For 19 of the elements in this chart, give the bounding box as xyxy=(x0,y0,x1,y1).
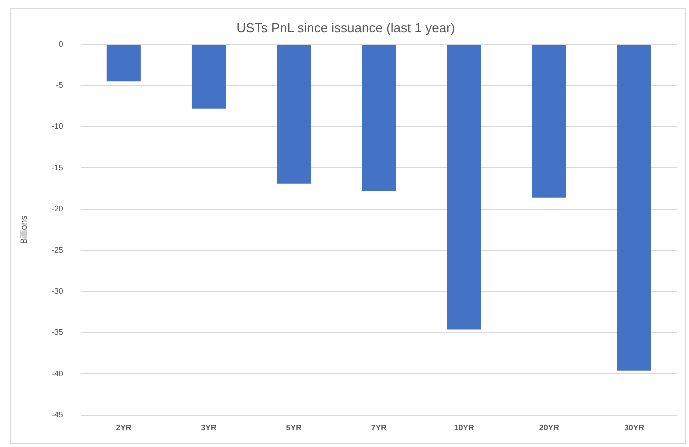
x-tick-label: 2YR xyxy=(116,423,132,432)
y-tick-label: -35 xyxy=(52,328,64,338)
y-tick-label: -10 xyxy=(52,122,64,132)
y-tick-label: -45 xyxy=(52,410,64,420)
y-tick-label: -40 xyxy=(52,369,64,378)
y-axis-title: Billions xyxy=(18,215,29,244)
x-tick-label: 3YR xyxy=(201,423,218,432)
y-tick-label: -20 xyxy=(52,204,64,214)
x-tick-label: 20YR xyxy=(539,423,560,432)
y-tick-label: -30 xyxy=(52,287,64,296)
x-tick-label: 5YR xyxy=(286,423,302,432)
x-tick-label: 7YR xyxy=(371,423,388,432)
x-tick-label: 30YR xyxy=(624,423,645,432)
y-tick-label: -25 xyxy=(52,246,64,255)
y-tick-label: -15 xyxy=(52,163,64,172)
y-tick-label: 0 xyxy=(58,40,64,49)
y-tick-label: -5 xyxy=(56,81,64,90)
x-tick-label: 10YR xyxy=(454,423,474,432)
chart-title: USTs PnL since issuance (last 1 year) xyxy=(236,20,456,36)
